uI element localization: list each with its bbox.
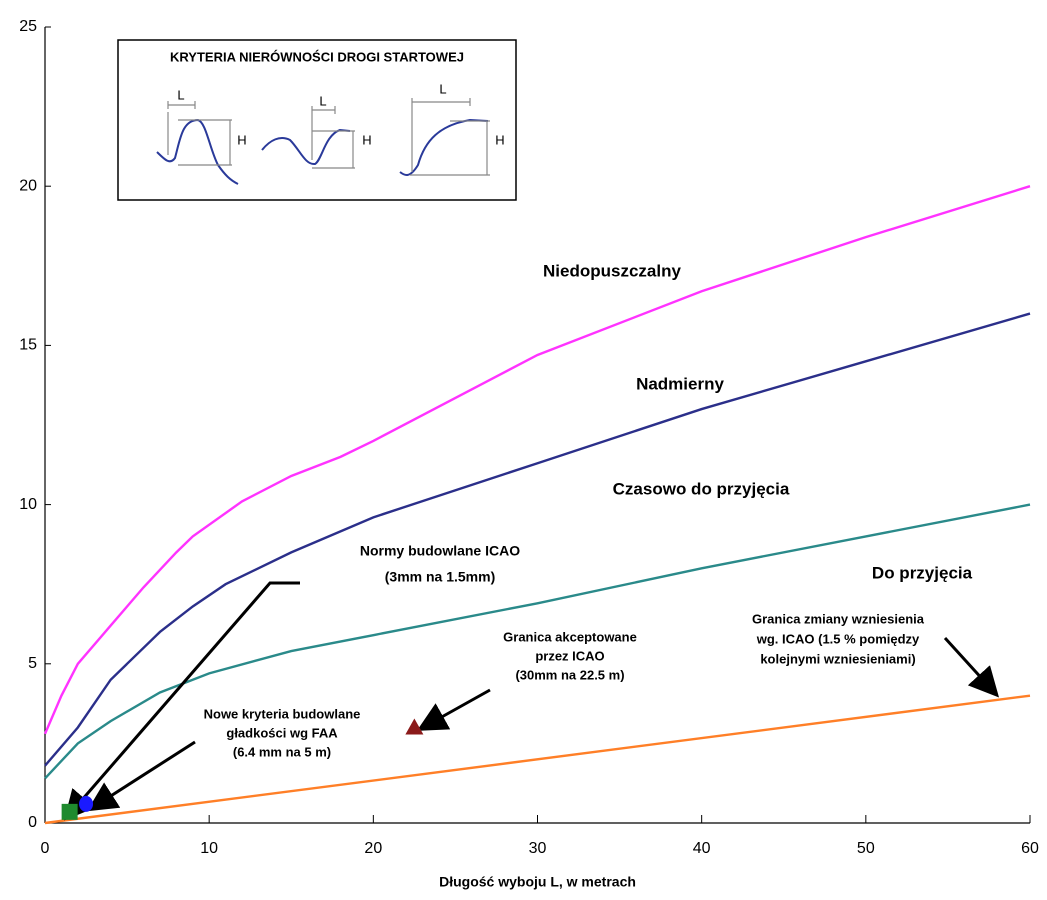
annotation: Nowe kryteria budowlane [204, 706, 361, 721]
annotation: wg. ICAO (1.5 % pomiędzy [756, 631, 920, 646]
x-tick-label: 0 [41, 840, 50, 857]
annotation: Czasowo do przyjęcia [613, 479, 790, 498]
y-tick-label: 15 [19, 337, 37, 354]
x-tick-label: 40 [693, 840, 711, 857]
x-tick-label: 10 [200, 840, 218, 857]
x-axis-label: Długość wyboju L, w metrach [439, 874, 636, 890]
arrow [943, 636, 1000, 698]
annotation: Granica zmiany wzniesienia [752, 611, 925, 626]
annotation: kolejnymi wzniesieniami) [760, 651, 915, 666]
annotation: Nadmierny [636, 374, 724, 393]
inset-label: H [237, 132, 246, 147]
inset-title: KRYTERIA NIERÓWNOŚCI DROGI STARTOWEJ [170, 49, 464, 64]
inset-label: H [362, 132, 371, 147]
inset: KRYTERIA NIERÓWNOŚCI DROGI STARTOWEJ [117, 39, 517, 201]
series-line [44, 503, 1031, 780]
arrow [86, 740, 196, 812]
y-tick-label: 25 [19, 18, 37, 35]
x-tick-label: 60 [1021, 840, 1039, 857]
annotation: gładkości wg FAA [226, 725, 338, 740]
inset-dimensions [167, 98, 490, 176]
arrow [416, 688, 491, 731]
inset-label: L [177, 87, 184, 102]
series-line [43, 185, 1031, 735]
inset-label: L [319, 93, 326, 108]
series-line [44, 694, 1031, 825]
inset-label: L [439, 81, 446, 96]
annotation: (6.4 mm na 5 m) [233, 744, 331, 759]
annotation: Niedopuszczalny [543, 261, 681, 280]
annotation: (30mm na 22.5 m) [515, 667, 624, 682]
point [61, 803, 78, 820]
x-tick-label: 20 [364, 840, 382, 857]
series-line [44, 312, 1031, 767]
y-tick-label: 10 [19, 496, 37, 513]
point [79, 795, 94, 812]
x-tick-label: 30 [529, 840, 547, 857]
annotation: Granica akceptowane [503, 629, 637, 644]
annotation: (3mm na 1.5mm) [385, 569, 495, 585]
annotation: Do przyjęcia [872, 563, 973, 582]
inset-label: H [495, 132, 504, 147]
y-tick-label: 20 [19, 177, 37, 194]
y-tick-label: 5 [28, 655, 37, 672]
x-tick-label: 50 [857, 840, 875, 857]
arrow [64, 581, 300, 821]
y-tick-label: 0 [28, 814, 37, 831]
point [405, 718, 424, 735]
annotation: Normy budowlane ICAO [360, 543, 520, 559]
annotation: przez ICAO [535, 648, 604, 663]
